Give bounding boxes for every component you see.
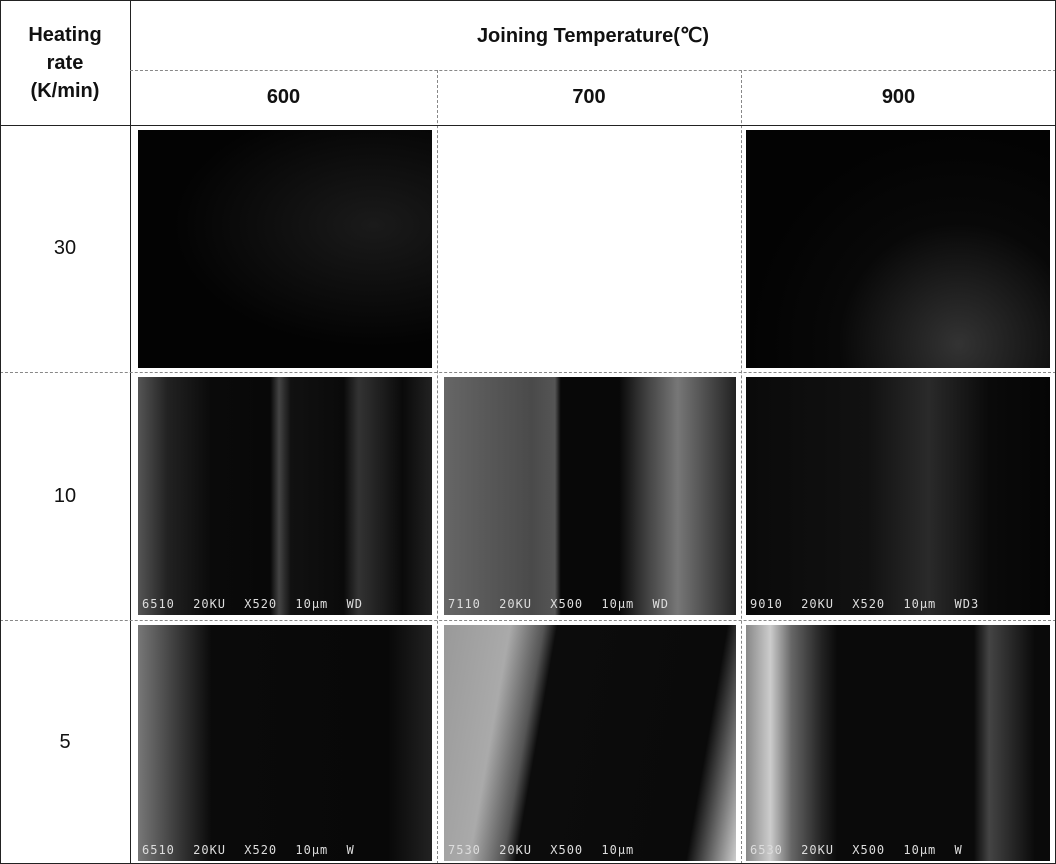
micrograph-caption: 6510 20KU X520 10μm W <box>142 843 428 857</box>
corner-header: Heating rate (K/min) <box>10 0 120 125</box>
micrograph: 7110 20KU X500 10μm WD <box>444 377 736 615</box>
micrograph-caption: 6510 20KU X520 10μm WD <box>142 597 428 611</box>
micrograph: 7530 20KU X500 10μm <box>444 625 736 861</box>
table: Heating rate (K/min) Joining Temperature… <box>0 0 1056 864</box>
micrograph <box>746 130 1050 368</box>
micrograph: 6510 20KU X520 10μm WD <box>138 377 432 615</box>
micrograph-caption: 7530 20KU X500 10μm <box>448 843 732 857</box>
micrograph-caption: 9010 20KU X520 10μm WD3 <box>750 597 1046 611</box>
group-header: Joining Temperature(℃) <box>130 0 1056 70</box>
row-label: 10 <box>0 372 130 620</box>
column-header: 900 <box>741 70 1056 125</box>
row-label: 30 <box>0 125 130 372</box>
micrograph: 6530 20KU X500 10μm W <box>746 625 1050 861</box>
column-header: 700 <box>437 70 741 125</box>
micrograph: 9010 20KU X520 10μm WD3 <box>746 377 1050 615</box>
micrograph <box>138 130 432 368</box>
row-label: 5 <box>0 620 130 864</box>
column-header: 600 <box>130 70 437 125</box>
micrograph-caption: 7110 20KU X500 10μm WD <box>448 597 732 611</box>
micrograph-caption: 6530 20KU X500 10μm W <box>750 843 1046 857</box>
micrograph: 6510 20KU X520 10μm W <box>138 625 432 861</box>
